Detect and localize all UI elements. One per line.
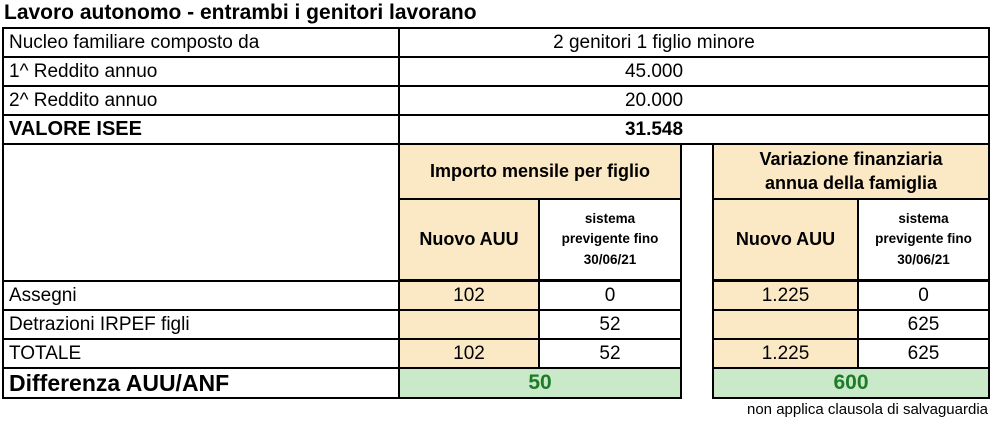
row-label-totale: TOTALE: [4, 340, 400, 369]
cell-detrazioni-monthly-new: [400, 311, 540, 340]
row-label-assegni: Assegni: [4, 282, 400, 311]
cell-totale-annual-new: 1.225: [714, 340, 859, 369]
cell-differenza-annual: 600: [714, 369, 990, 399]
value-primo-reddito: 45.000: [400, 58, 990, 87]
cell-assegni-monthly-old: 0: [540, 282, 682, 311]
label-nucleo-familiare: Nucleo familiare composto da: [4, 29, 400, 58]
cell-assegni-monthly-new: 102: [400, 282, 540, 311]
page-title: Lavoro autonomo - entrambi i genitori la…: [4, 1, 477, 24]
subheader-monthly-sistema-previgente: sistema previgente fino 30/06/21: [540, 200, 682, 282]
group-header-variazione-annua: Variazione finanziaria annua della famig…: [714, 145, 990, 200]
label-secondo-reddito: 2^ Reddito annuo: [4, 87, 400, 116]
value-secondo-reddito: 20.000: [400, 87, 990, 116]
cell-differenza-monthly: 50: [400, 369, 682, 399]
label-primo-reddito: 1^ Reddito annuo: [4, 58, 400, 87]
empty-spacer-cell: [4, 145, 400, 282]
cell-totale-annual-old: 625: [859, 340, 990, 369]
row-label-differenza-auu-anf: Differenza AUU/ANF: [4, 369, 400, 399]
cell-detrazioni-annual-old: 625: [859, 311, 990, 340]
comparison-table: Nucleo familiare composto da 2 genitori …: [2, 27, 990, 399]
value-nucleo-familiare: 2 genitori 1 figlio minore: [400, 29, 990, 58]
value-valore-isee: 31.548: [400, 116, 990, 145]
safeguard-clause-note: non applica clausola di salvaguardia: [747, 401, 988, 418]
subheader-annual-nuovo-auu: Nuovo AUU: [714, 200, 859, 282]
subheader-monthly-nuovo-auu: Nuovo AUU: [400, 200, 540, 282]
cell-assegni-annual-new: 1.225: [714, 282, 859, 311]
cell-totale-monthly-new: 102: [400, 340, 540, 369]
label-valore-isee: VALORE ISEE: [4, 116, 400, 145]
cell-assegni-annual-old: 0: [859, 282, 990, 311]
group-gap-column: [682, 145, 714, 399]
cell-detrazioni-annual-new: [714, 311, 859, 340]
cell-detrazioni-monthly-old: 52: [540, 311, 682, 340]
row-label-detrazioni-irpef: Detrazioni IRPEF figli: [4, 311, 400, 340]
cell-totale-monthly-old: 52: [540, 340, 682, 369]
subheader-annual-sistema-previgente: sistema previgente fino 30/06/21: [859, 200, 990, 282]
group-header-importo-mensile: Importo mensile per figlio: [400, 145, 682, 200]
